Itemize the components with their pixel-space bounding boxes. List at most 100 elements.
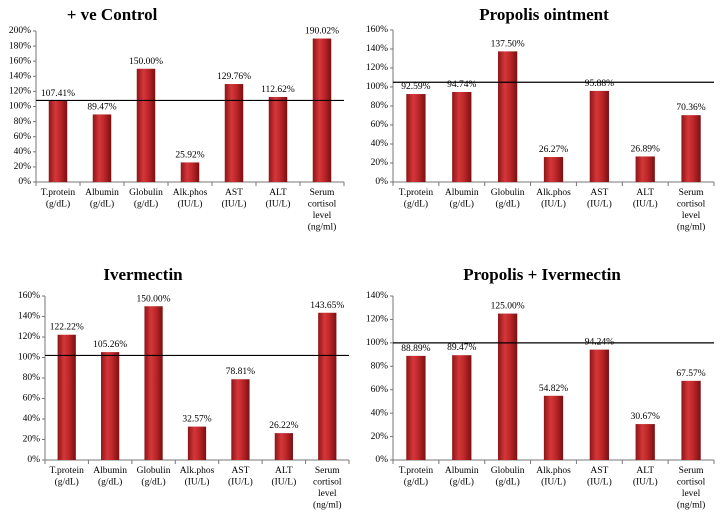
category-label-line: Serum: [679, 188, 704, 198]
category-label-line: Alk.phos: [180, 466, 215, 476]
category-label-line: (IU/L): [266, 199, 291, 210]
y-tick-label: 160%: [366, 25, 388, 35]
bar-6: [268, 96, 288, 182]
category-label-line: AST: [231, 466, 249, 476]
category-label-line: Serum: [310, 188, 335, 198]
chart-panel-4: Propolis + Ivermectin 0% 20% 40% 60% 80% 100% 1…: [366, 265, 715, 511]
category-label: Alk.phos (IU/L): [536, 466, 571, 488]
category-label-line: (g/dL): [450, 477, 474, 488]
y-tick-label: 120%: [366, 315, 388, 325]
bar-5: [224, 84, 244, 182]
data-label: 26.27%: [539, 145, 568, 155]
category-label-line: Globulin: [491, 188, 525, 198]
data-label: 122.22%: [50, 323, 84, 333]
data-label: 88.89%: [401, 344, 430, 354]
y-tick-label: 100%: [366, 82, 388, 92]
category-label-line: (IU/L): [228, 477, 253, 488]
y-tick-label: 160%: [9, 56, 31, 66]
category-label-line: (ng/ml): [313, 500, 342, 511]
category-label-line: (g/dL): [90, 199, 114, 210]
category-label-line: ALT: [636, 466, 654, 476]
y-tick-label: 140%: [9, 71, 31, 81]
category-label: Albumin (g/dL): [85, 188, 119, 210]
category-label: Albumin (g/dL): [445, 466, 479, 488]
data-label: 107.41%: [41, 89, 75, 99]
chart-panel-2: Propolis ointment 0% 20% 40% 60% 80% 100% 120% 1…: [366, 5, 715, 233]
category-label: Alk.phos (IU/L): [173, 188, 208, 210]
bar-2: [452, 355, 472, 460]
y-tick-label: 80%: [371, 101, 389, 111]
category-label-line: (IU/L): [587, 199, 612, 210]
category-label: T.protein (g/dL): [399, 188, 434, 210]
chart-title: Propolis + Ivermectin: [463, 265, 621, 284]
y-tick-label: 120%: [18, 332, 40, 342]
bar-4: [543, 157, 564, 182]
category-label-line: Albumin: [445, 466, 479, 476]
data-label: 150.00%: [129, 57, 163, 67]
bar-4: [543, 395, 564, 460]
bar-5: [589, 349, 609, 460]
data-label: 129.76%: [217, 72, 251, 82]
category-label-line: (ng/ml): [677, 222, 706, 233]
category-label-line: cortisol: [677, 478, 706, 488]
y-tick-label: 40%: [371, 139, 389, 149]
data-label: 92.59%: [401, 82, 430, 92]
category-label-line: (g/dL): [404, 477, 428, 488]
category-label: ALT (IU/L): [266, 188, 291, 210]
y-tick-label: 140%: [366, 44, 388, 54]
y-tick-label: 20%: [23, 435, 41, 445]
category-label-line: (IU/L): [541, 477, 566, 488]
category-label-line: ALT: [636, 188, 654, 198]
data-label: 30.67%: [631, 412, 660, 422]
category-label: Albumin (g/dL): [93, 466, 127, 488]
category-label-line: AST: [590, 188, 608, 198]
y-tick-label: 80%: [14, 117, 32, 127]
data-label: 54.82%: [539, 384, 568, 394]
y-tick-label: 20%: [371, 432, 389, 442]
y-tick-label: 40%: [371, 408, 389, 418]
category-label: ALT (IU/L): [633, 466, 658, 488]
category-label: Serum cortisol level (ng/ml): [313, 466, 342, 511]
bar-1: [57, 334, 76, 460]
data-label: 25.92%: [175, 150, 204, 160]
category-label-line: level: [313, 211, 332, 221]
data-label: 70.36%: [676, 103, 705, 113]
category-label-line: (IU/L): [633, 199, 658, 210]
bar-5: [231, 379, 250, 460]
data-label: 150.00%: [137, 294, 171, 304]
category-label: Globulin (g/dL): [137, 466, 171, 488]
y-tick-label: 0%: [375, 177, 388, 187]
category-label-line: T.protein: [399, 188, 434, 198]
category-label-line: (IU/L): [185, 477, 210, 488]
category-label-line: (g/dL): [404, 199, 428, 210]
category-label-line: Alk.phos: [536, 466, 571, 476]
chart-title: + ve Control: [67, 5, 158, 24]
category-label-line: (IU/L): [587, 477, 612, 488]
data-label: 78.81%: [226, 367, 255, 377]
y-tick-label: 80%: [23, 373, 41, 383]
category-label-line: (IU/L): [178, 199, 203, 210]
data-label: 89.47%: [87, 102, 116, 112]
bar-3: [498, 313, 518, 460]
category-label-line: level: [682, 211, 701, 221]
category-label: Alk.phos (IU/L): [180, 466, 215, 488]
category-label-line: (IU/L): [271, 477, 296, 488]
category-label: Serum cortisol level (ng/ml): [677, 188, 706, 233]
category-label-line: Albumin: [445, 188, 479, 198]
data-label: 32.57%: [182, 415, 211, 425]
bar-6: [274, 433, 293, 460]
y-tick-label: 0%: [375, 455, 388, 465]
y-tick-label: 0%: [18, 177, 31, 187]
data-label: 89.47%: [447, 343, 476, 353]
bar-2: [452, 91, 472, 182]
y-tick-label: 20%: [14, 162, 32, 172]
y-tick-label: 200%: [9, 26, 31, 36]
data-label: 105.26%: [93, 340, 127, 350]
category-label: Serum cortisol level (ng/ml): [308, 188, 337, 233]
category-label: Globulin (g/dL): [491, 188, 525, 210]
category-label-line: Albumin: [85, 188, 119, 198]
category-label: Serum cortisol level (ng/ml): [677, 466, 706, 511]
category-label-line: ALT: [269, 188, 287, 198]
y-tick-label: 0%: [27, 455, 40, 465]
